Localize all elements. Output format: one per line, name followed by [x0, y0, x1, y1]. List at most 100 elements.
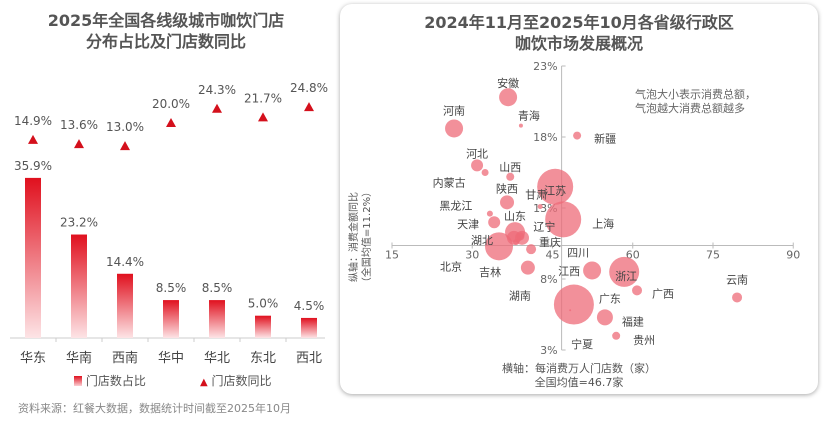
bubble-label: 黑龙江 [439, 200, 472, 213]
bubble-label: 吉林 [479, 265, 501, 279]
x-tick-label: 15 [385, 249, 399, 262]
bubble-label: 福建 [622, 314, 644, 328]
x-axis-label: 横轴：每消费万人门店数（家） 全国均值=46.7家 [340, 362, 818, 390]
triangle-marker [120, 141, 130, 151]
note-line2: 气泡越大消费总额越多 [635, 102, 745, 115]
bubble-label: 天津 [457, 218, 479, 231]
bubble-label: 云南 [726, 273, 748, 286]
bubble-label: 浙江 [615, 270, 637, 283]
bubble-label: 湖北 [471, 234, 493, 247]
legend-bar-label: 门店数占比 [85, 374, 146, 388]
triangle-marker [212, 103, 222, 113]
y-tick-label: 23% [533, 60, 557, 73]
category-label: 华南 [66, 350, 92, 366]
bubble-河南 [445, 119, 464, 138]
bubble-四川 [583, 261, 602, 280]
bubble-label: 陕西 [496, 181, 518, 195]
triangle-label: 21.7% [244, 91, 282, 105]
triangle-icon: ▲ [200, 377, 208, 388]
right-chart-title: 2024年11月至2025年10月各省级行政区 咖饮市场发展概况 [340, 12, 818, 54]
category-label: 华北 [204, 351, 230, 366]
triangle-label: 24.8% [290, 81, 328, 95]
bubble-江西 [526, 244, 537, 255]
triangle-label: 13.0% [106, 120, 144, 134]
y-axis-label: 纵轴：消费金额同比 （全国均值=11.2%） [348, 162, 374, 312]
bubble-label: 新疆 [594, 132, 616, 146]
bubble-label: 山西 [499, 161, 521, 174]
bar-label: 23.2% [60, 216, 98, 230]
bar-西北 [301, 317, 317, 338]
bar-label: 4.5% [294, 299, 325, 313]
bar-label: 14.4% [106, 255, 144, 269]
bubble-内蒙古 [481, 169, 489, 176]
bubble-label: 湖南 [509, 290, 531, 303]
bubble-label: 宁夏 [571, 337, 593, 351]
bar-label: 5.0% [248, 297, 279, 311]
bar-chart: 35.9% 14.9% 华东 23.2% 13.6% 华南 14.4% 13.0% 西南 8.5%… [10, 81, 328, 366]
legend-bar: 门店数占比 [74, 372, 146, 389]
right-title-line2: 咖饮市场发展概况 [514, 34, 643, 53]
bubble-label: 四川 [567, 246, 589, 259]
bubble-青海 [518, 123, 523, 128]
legend-triangle-label: 门店数同比 [211, 374, 272, 388]
bubble-云南 [732, 292, 743, 303]
bubble-label: 辽宁 [533, 219, 555, 233]
bar-西南 [117, 273, 133, 338]
bubble-label: 青海 [518, 109, 540, 123]
bubble-黑龙江 [486, 210, 493, 217]
right-chart-panel: 2024年11月至2025年10月各省级行政区 咖饮市场发展概况 15 30 45 6… [340, 4, 818, 394]
bubble-贵州 [612, 331, 621, 340]
bubble-山西 [506, 172, 515, 181]
bar-华中 [163, 300, 179, 338]
x-tick-label: 30 [465, 249, 479, 262]
category-label: 华东 [20, 351, 46, 366]
bubble-陕西 [500, 195, 515, 210]
bubble-label: 安徽 [497, 76, 519, 90]
bubble-天津 [488, 216, 501, 229]
y-tick-label: 8% [540, 273, 557, 286]
bubble-label: 广西 [652, 287, 674, 300]
bubble-甘肃 [537, 204, 543, 210]
left-title-line1: 2025年全国各线级城市咖饮门店 [47, 11, 285, 30]
bar-华南 [71, 234, 87, 338]
bubble-label: 江西 [558, 265, 580, 278]
bubble-label: 江苏 [544, 185, 566, 198]
triangle-label: 24.3% [198, 83, 236, 97]
right-title-line1: 2024年11月至2025年10月各省级行政区 [424, 13, 734, 32]
bubble-浙江 [609, 256, 640, 287]
triangle-label: 20.0% [152, 97, 190, 111]
bubble-label: 广东 [599, 293, 621, 306]
bubble-label: 河北 [466, 147, 488, 160]
x-tick-label: 90 [786, 249, 800, 262]
bubble-label: 重庆 [539, 235, 561, 249]
category-label: 华中 [158, 351, 184, 366]
bubble-label: 山东 [504, 210, 526, 223]
bar-label: 8.5% [156, 281, 187, 295]
triangle-marker [258, 112, 268, 122]
bubble-福建 [596, 309, 613, 326]
x-tick-label: 75 [706, 249, 720, 262]
bubble-上海 [545, 201, 582, 238]
bubble-湖南 [520, 260, 535, 275]
triangle-marker [166, 118, 176, 127]
legend-triangle: ▲ 门店数同比 [200, 372, 272, 389]
triangle-marker [304, 102, 314, 112]
bubble-广东 [553, 284, 594, 325]
bar-华东 [25, 177, 41, 338]
bubble-label: 甘肃 [525, 189, 547, 202]
bubble-广西 [632, 285, 643, 296]
bubble-吉林 [513, 239, 520, 246]
category-label: 西南 [112, 350, 138, 366]
legend-bar-swatch [74, 376, 82, 386]
triangle-label: 13.6% [60, 118, 98, 132]
bar-label: 8.5% [202, 281, 233, 295]
bubble-label: 河南 [443, 104, 465, 117]
source-note: 资料来源：红餐大数据，数据统计时间截至2025年10月 [18, 402, 291, 415]
left-chart-panel: 2025年全国各线级城市咖饮门店 分布占比及门店数同比 35.9% 14.9% 华东… [0, 0, 332, 400]
bubble-辽宁 [516, 232, 525, 241]
y-tick-label: 18% [533, 131, 557, 144]
bar-label: 35.9% [14, 159, 52, 173]
ylabel-line2: （全国均值=11.2%） [362, 186, 373, 288]
left-title-line2: 分布占比及门店数同比 [85, 32, 246, 51]
bar-东北 [255, 315, 271, 338]
